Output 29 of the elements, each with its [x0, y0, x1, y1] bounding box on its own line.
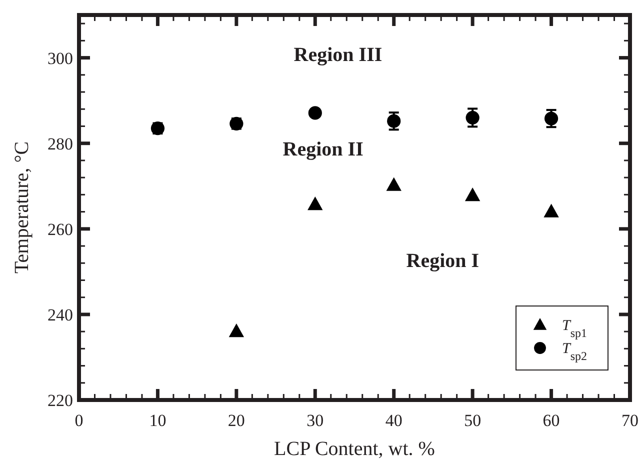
y-tick-label: 240 [48, 305, 73, 324]
legend-label: T$_{sp2}$ [562, 341, 588, 363]
x-tick-label: 70 [622, 411, 638, 430]
y-tick-label: 220 [48, 391, 73, 410]
point [387, 114, 401, 128]
legend-label: T$_{sp1}$ [562, 318, 588, 340]
point [464, 188, 480, 202]
point [466, 110, 480, 124]
x-tick-label: 0 [74, 411, 84, 430]
point [386, 177, 402, 191]
point [308, 196, 323, 210]
y-tick-label: 280 [48, 134, 73, 154]
point [544, 204, 559, 218]
annotation: Region III [294, 44, 382, 66]
y-axis-title: Temperature, °C [11, 141, 33, 274]
y-tick-label: 260 [48, 220, 73, 239]
annotation: Region I [406, 250, 480, 272]
point [308, 106, 322, 120]
x-tick-label: 60 [542, 411, 560, 430]
annotation: Region II [282, 138, 364, 161]
y-tick-label: 300 [48, 48, 73, 68]
x-tick-label: 50 [464, 411, 482, 430]
point [544, 112, 558, 126]
x-axis-title: LCP Content, wt. % [274, 438, 435, 460]
point [228, 324, 244, 338]
x-tick-label: 20 [228, 411, 245, 430]
x-tick-label: 10 [149, 411, 166, 430]
x-tick-label: 30 [306, 411, 324, 430]
x-tick-label: 40 [385, 411, 402, 430]
